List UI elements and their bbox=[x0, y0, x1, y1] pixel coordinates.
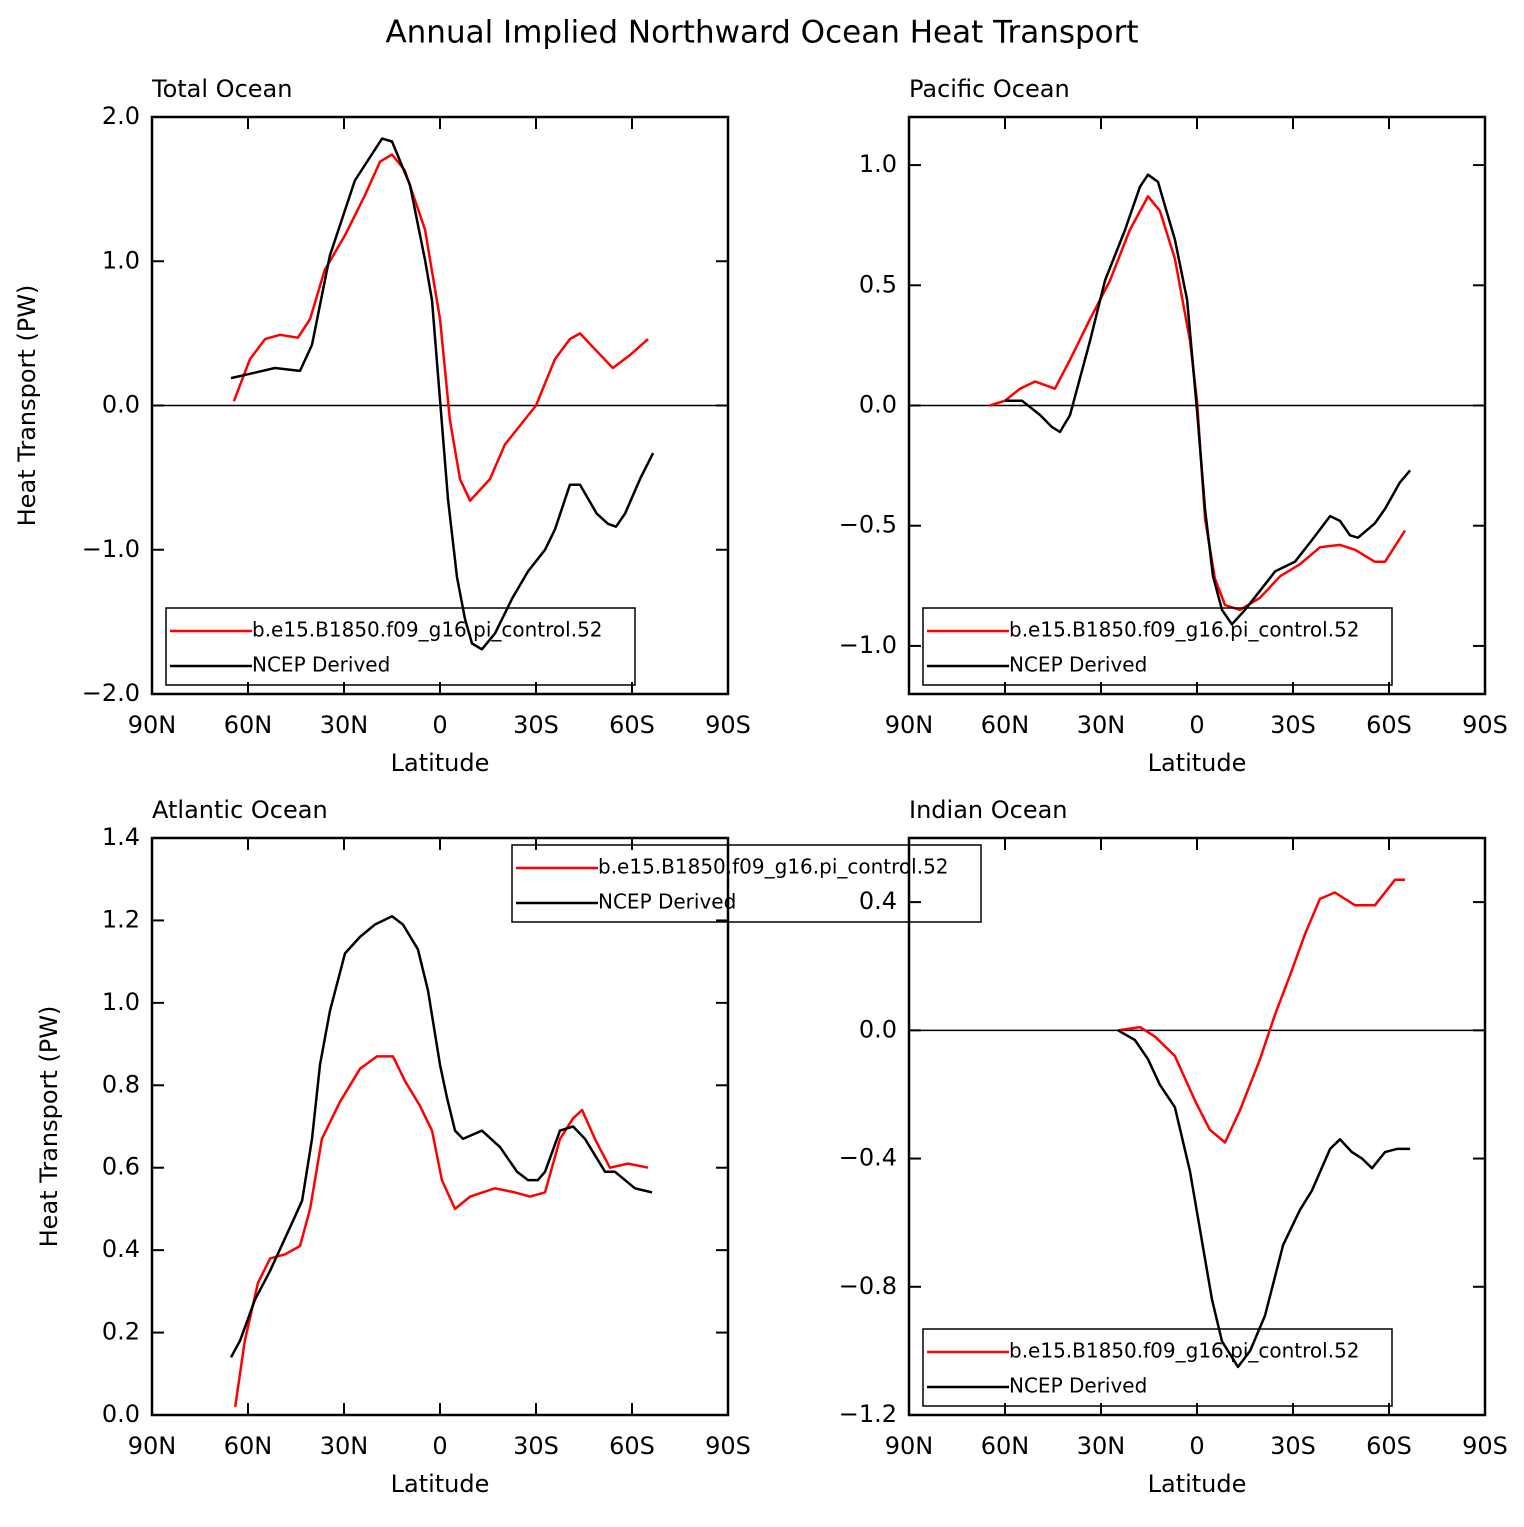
x-tick-label: 90N bbox=[885, 711, 934, 739]
series-line bbox=[1005, 173, 1412, 626]
panel-title: Pacific Ocean bbox=[909, 75, 1070, 103]
series-line bbox=[232, 153, 649, 502]
x-tick-label: 30N bbox=[1077, 1432, 1126, 1460]
x-tick-label: 30N bbox=[320, 1432, 369, 1460]
x-tick-label: 60S bbox=[1366, 1432, 1412, 1460]
x-tick-label: 30S bbox=[1270, 711, 1316, 739]
x-tick-label: 30N bbox=[1077, 711, 1126, 739]
legend-label: b.e15.B1850.f09_g16.pi_control.52 bbox=[1009, 1339, 1360, 1363]
x-tick-label: 30S bbox=[1270, 1432, 1316, 1460]
x-tick-label: 90N bbox=[128, 711, 177, 739]
y-tick-label: 0.8 bbox=[102, 1070, 140, 1098]
series-line bbox=[1117, 1029, 1411, 1369]
y-tick-label: 0.0 bbox=[859, 1015, 897, 1043]
x-tick-label: 90S bbox=[705, 1432, 751, 1460]
legend-label: b.e15.B1850.f09_g16.pi_control.52 bbox=[252, 618, 603, 642]
x-tick-label: 60N bbox=[981, 1432, 1030, 1460]
x-axis-label: Latitude bbox=[391, 749, 490, 777]
legend-box bbox=[922, 1328, 1393, 1407]
legend-box bbox=[165, 607, 636, 686]
plot-frame bbox=[907, 836, 1487, 1417]
x-tick-label: 90S bbox=[705, 711, 751, 739]
legend-label: NCEP Derived bbox=[598, 890, 736, 914]
y-tick-label: 0.5 bbox=[859, 270, 897, 298]
y-tick-label: 1.2 bbox=[102, 905, 140, 933]
y-tick-label: 0.2 bbox=[102, 1318, 140, 1346]
y-tick-label: 2.0 bbox=[102, 102, 140, 130]
legend-label: b.e15.B1850.f09_g16.pi_control.52 bbox=[1009, 618, 1360, 642]
series-line bbox=[230, 137, 655, 651]
y-tick-label: −1.0 bbox=[82, 535, 140, 563]
y-tick-label: 1.4 bbox=[102, 823, 140, 851]
figure-title: Annual Implied Northward Ocean Heat Tran… bbox=[385, 15, 1138, 51]
x-tick-label: 30N bbox=[320, 711, 369, 739]
x-tick-label: 60S bbox=[609, 1432, 655, 1460]
x-tick-label: 60N bbox=[981, 711, 1030, 739]
y-tick-label: −0.8 bbox=[839, 1272, 897, 1300]
panel-title: Atlantic Ocean bbox=[152, 796, 328, 824]
x-tick-label: 90S bbox=[1462, 1432, 1508, 1460]
x-tick-label: 30S bbox=[513, 1432, 559, 1460]
y-tick-label: −0.4 bbox=[839, 1144, 897, 1172]
y-tick-label: 0.6 bbox=[102, 1153, 140, 1181]
x-tick-label: 0 bbox=[1189, 1432, 1204, 1460]
legend-box bbox=[511, 844, 982, 923]
legend-box bbox=[922, 607, 1393, 686]
x-tick-label: 60S bbox=[609, 711, 655, 739]
series-line bbox=[233, 1055, 649, 1407]
y-axis-label: Heat Transport (PW) bbox=[13, 285, 41, 527]
y-tick-label: 1.0 bbox=[102, 246, 140, 274]
panel-title: Total Ocean bbox=[151, 75, 292, 103]
y-tick-label: 1.0 bbox=[102, 988, 140, 1016]
x-tick-label: 90N bbox=[885, 1432, 934, 1460]
x-tick-label: 0 bbox=[432, 711, 447, 739]
x-axis-label: Latitude bbox=[391, 1470, 490, 1498]
y-tick-label: −1.2 bbox=[839, 1400, 897, 1428]
y-axis-label: Heat Transport (PW) bbox=[35, 1006, 63, 1248]
y-tick-label: 0.0 bbox=[102, 1400, 140, 1428]
legend-label: b.e15.B1850.f09_g16.pi_control.52 bbox=[598, 855, 949, 879]
y-tick-label: 0.4 bbox=[859, 887, 897, 915]
x-tick-label: 60N bbox=[224, 711, 273, 739]
series-line bbox=[1117, 878, 1405, 1144]
x-tick-label: 0 bbox=[1189, 711, 1204, 739]
plot-frame bbox=[150, 115, 730, 696]
x-tick-label: 60S bbox=[1366, 711, 1412, 739]
y-tick-label: 0.0 bbox=[859, 391, 897, 419]
x-tick-label: 60N bbox=[224, 1432, 273, 1460]
y-tick-label: 0.4 bbox=[102, 1235, 140, 1263]
legend-label: NCEP Derived bbox=[1009, 653, 1147, 677]
x-tick-label: 90N bbox=[128, 1432, 177, 1460]
x-tick-label: 0 bbox=[432, 1432, 447, 1460]
x-axis-label: Latitude bbox=[1148, 749, 1247, 777]
y-tick-label: 0.0 bbox=[102, 391, 140, 419]
y-tick-label: 1.0 bbox=[859, 150, 897, 178]
legend-label: NCEP Derived bbox=[252, 653, 390, 677]
y-tick-label: −2.0 bbox=[82, 679, 140, 707]
x-axis-label: Latitude bbox=[1148, 1470, 1247, 1498]
plot-frame bbox=[150, 836, 730, 1417]
y-tick-label: −1.0 bbox=[839, 631, 897, 659]
legend-label: NCEP Derived bbox=[1009, 1374, 1147, 1398]
series-line bbox=[229, 915, 653, 1358]
y-tick-label: −0.5 bbox=[839, 511, 897, 539]
plot-frame bbox=[907, 115, 1487, 696]
x-tick-label: 90S bbox=[1462, 711, 1508, 739]
panel-title: Indian Ocean bbox=[909, 796, 1068, 824]
x-tick-label: 30S bbox=[513, 711, 559, 739]
